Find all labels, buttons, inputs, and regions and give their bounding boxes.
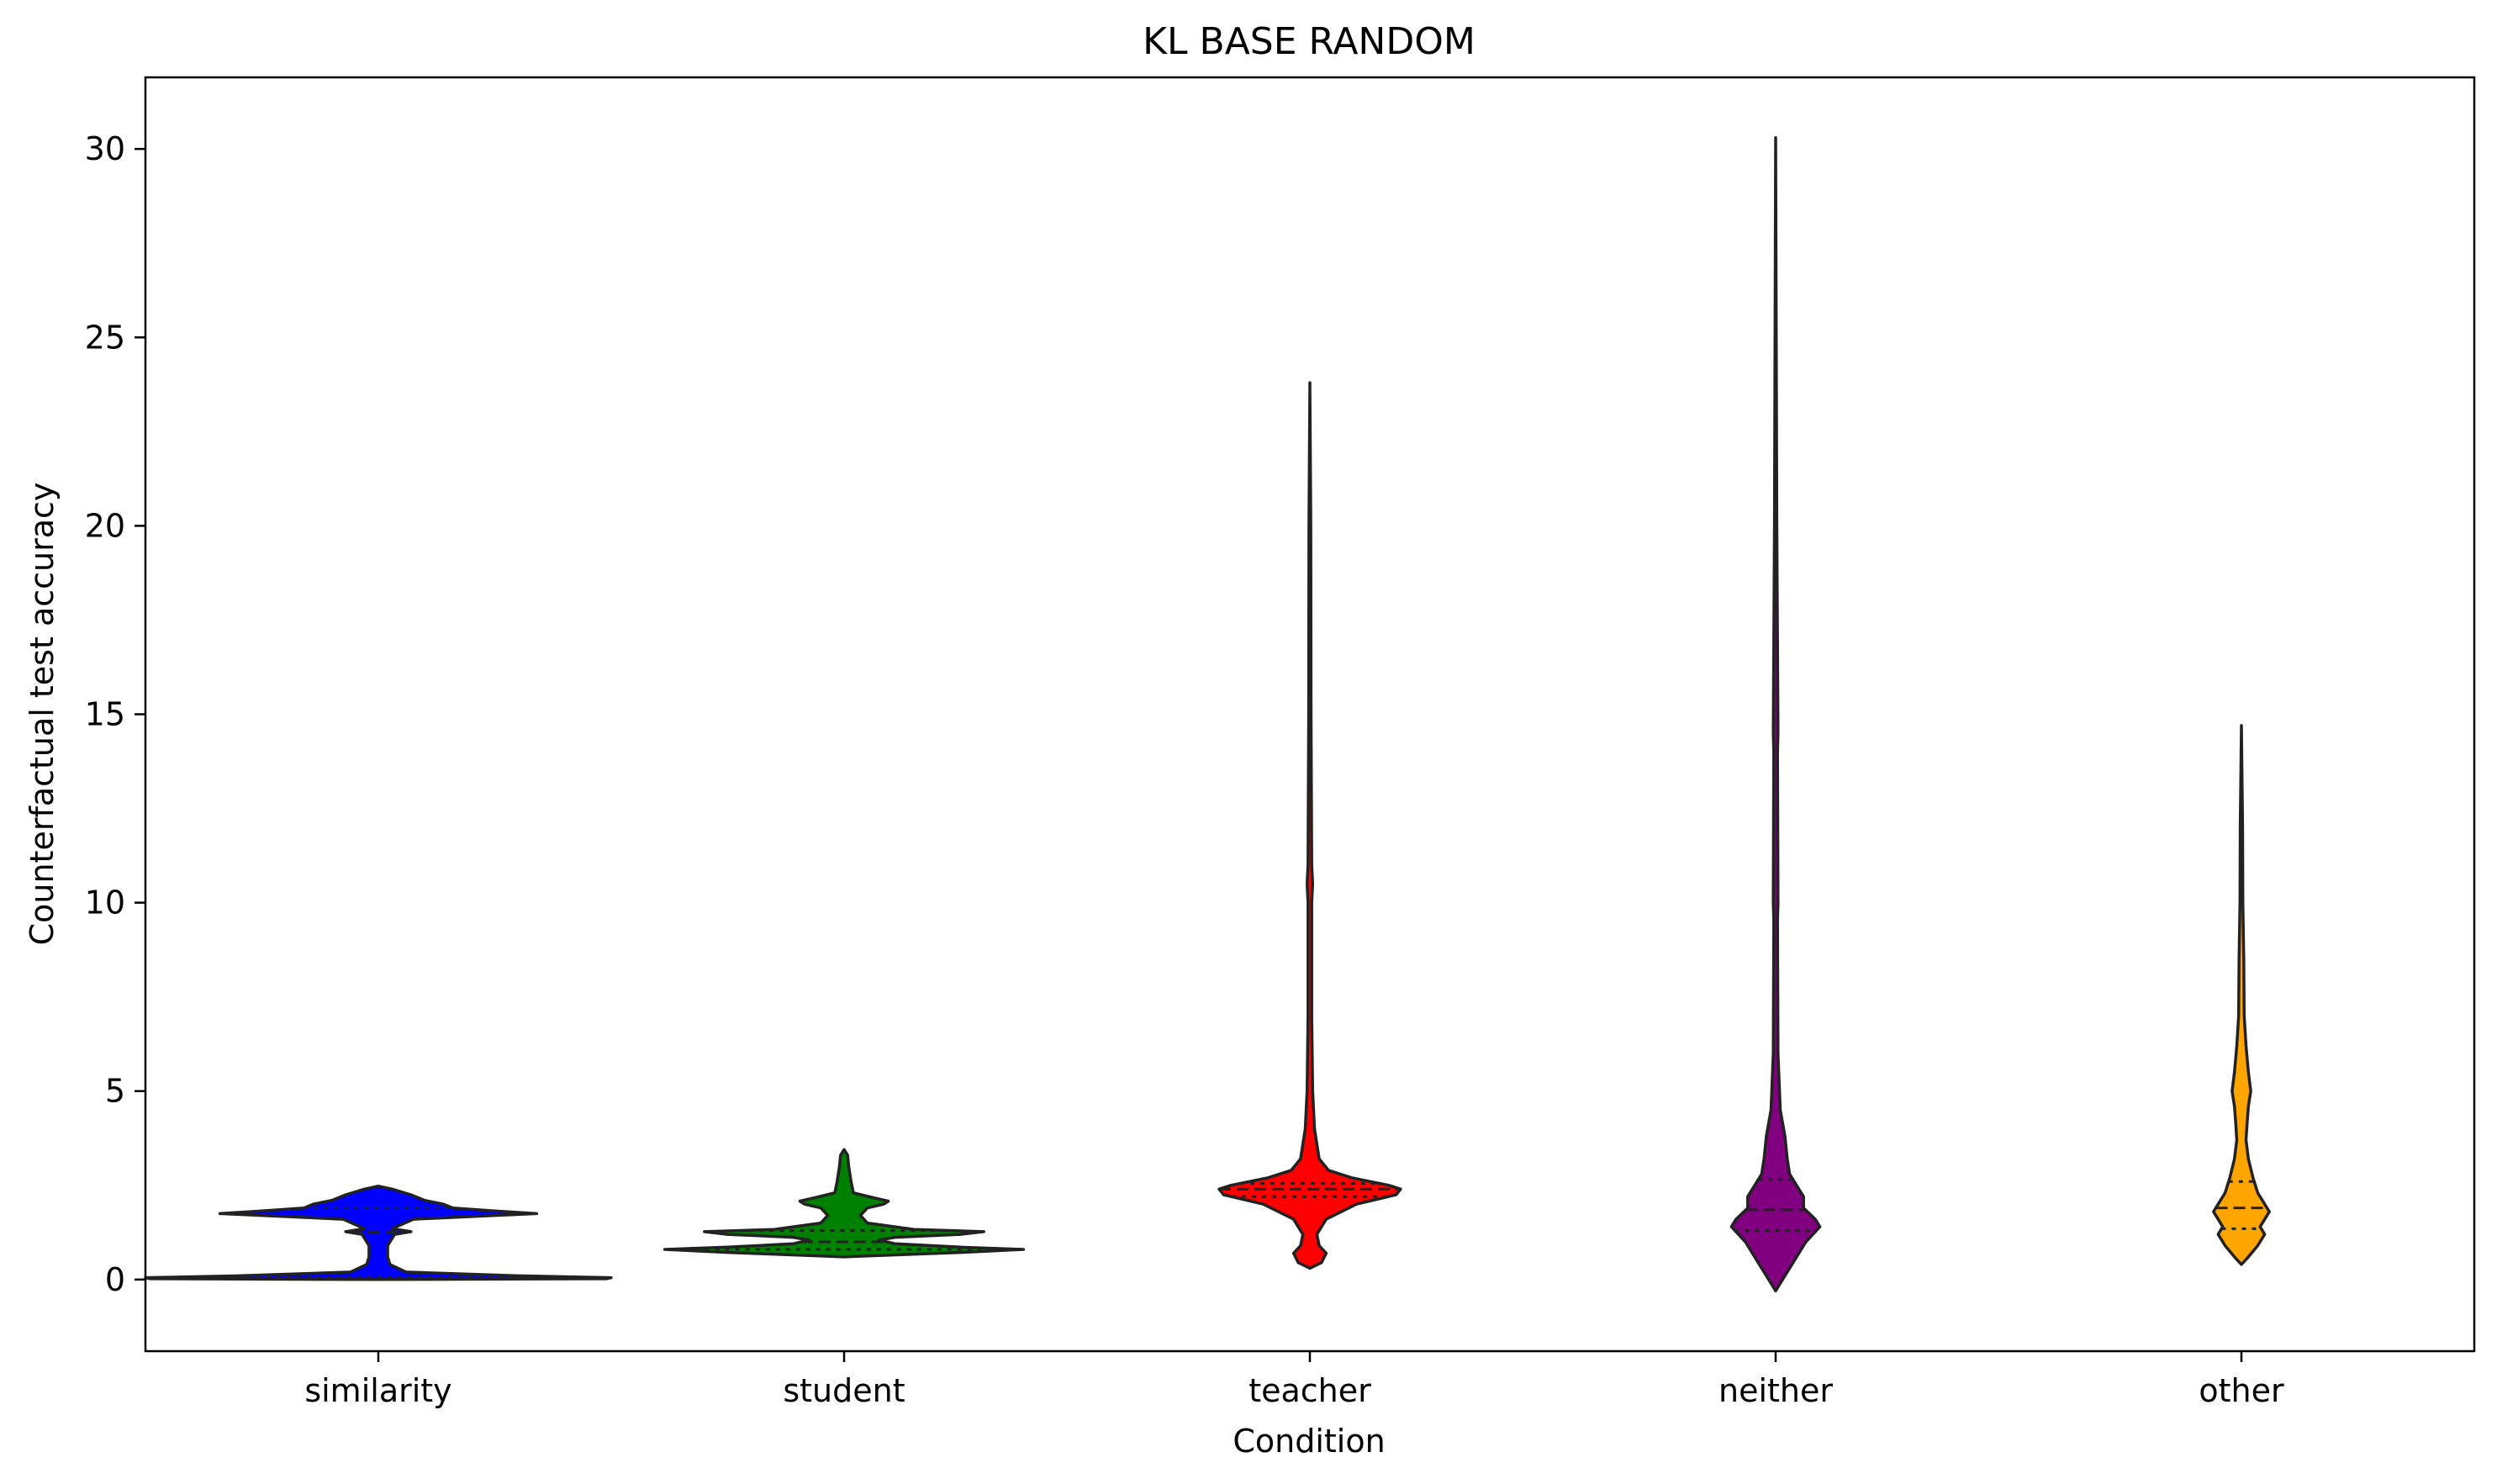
violin-body-teacher — [1217, 381, 1402, 1270]
x-axis-label: Condition — [1233, 1423, 1385, 1460]
y-tick-label: 30 — [85, 130, 125, 167]
x-tick-label: similarity — [304, 1372, 451, 1409]
y-tick-label: 15 — [85, 696, 125, 733]
x-tick-label: teacher — [1248, 1372, 1371, 1409]
plot-frame — [144, 76, 2476, 1353]
violin-body-neither — [1729, 135, 1822, 1293]
y-tick-label: 25 — [85, 319, 125, 356]
y-tick-label: 10 — [85, 885, 125, 922]
y-tick-label: 5 — [105, 1073, 125, 1110]
y-tick-label: 20 — [85, 507, 125, 544]
y-axis: 0 5 10 15 20 25 30 — [85, 130, 145, 1298]
y-axis-label: Counterfactual test accuracy — [24, 483, 61, 946]
x-tick-label: other — [2199, 1372, 2284, 1409]
chart-title: KL BASE RANDOM — [1143, 20, 1476, 63]
violin-body-other — [2212, 724, 2271, 1266]
x-tick-label: student — [783, 1372, 905, 1409]
y-tick-label: 0 — [105, 1261, 125, 1298]
x-tick-label: neither — [1718, 1372, 1833, 1409]
violins-layer — [144, 135, 2271, 1293]
x-axis: similarity student teacher neither other — [304, 1351, 2284, 1409]
